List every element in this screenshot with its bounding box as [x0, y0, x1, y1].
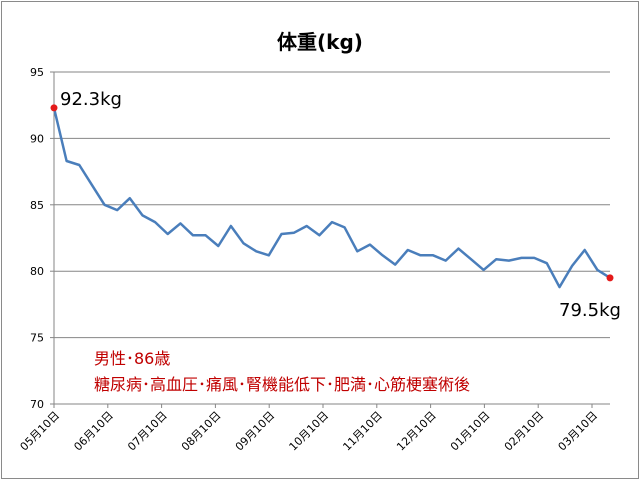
x-tick-label: 10月10日 [287, 409, 332, 454]
y-tick-labels: 70 75 80 85 90 95 [30, 66, 44, 411]
series-weight [52, 107, 611, 289]
y-tick-label: 95 [30, 66, 44, 79]
end-point-marker [606, 274, 614, 282]
axes [53, 72, 610, 405]
y-tick-label: 75 [30, 332, 44, 345]
y-tick-label: 80 [30, 265, 44, 278]
patient-note-line-1: 男性･86歳 [94, 349, 170, 368]
x-tick-label: 01月10日 [448, 409, 493, 454]
x-tick-label: 11月10日 [340, 409, 385, 454]
x-tick-label: 02月10日 [502, 409, 547, 454]
patient-note-line-2: 糖尿病･高血圧･痛風･腎機能低下･肥満･心筋梗塞術後 [94, 375, 470, 394]
x-tick-label: 08月10日 [179, 409, 224, 454]
start-point-marker [50, 104, 58, 112]
end-value-label: 79.5kg [559, 300, 621, 321]
x-tick-label: 05月10日 [18, 409, 63, 454]
x-tick-label: 07月10日 [125, 409, 170, 454]
x-tick-label: 06月10日 [71, 409, 116, 454]
endpoint-markers [50, 104, 614, 282]
grid-lines [50, 71, 610, 408]
y-tick-label: 70 [30, 398, 44, 411]
start-value-label: 92.3kg [60, 89, 122, 110]
y-tick-label: 85 [30, 199, 44, 212]
x-tick-labels: 05月10日 06月10日 07月10日 08月10日 09月10日 10月10日 11月1… [18, 409, 601, 454]
chart-title: 体重(kg) [277, 30, 363, 54]
x-tick-label: 03月10日 [556, 409, 601, 454]
x-tick-label: 09月10日 [233, 409, 278, 454]
y-tick-label: 90 [30, 132, 44, 145]
weight-line [52, 107, 611, 289]
x-tick-label: 12月10日 [394, 409, 439, 454]
